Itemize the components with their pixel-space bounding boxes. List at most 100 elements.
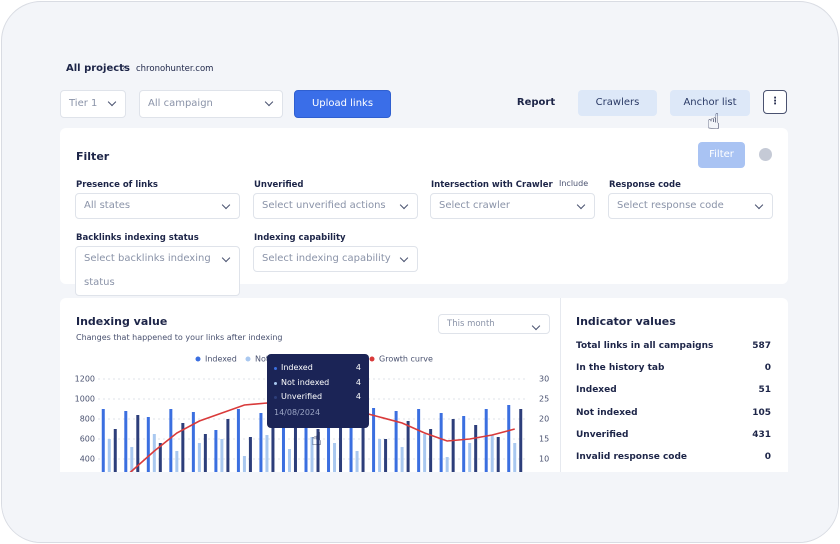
bar xyxy=(406,421,410,472)
bar xyxy=(287,449,291,472)
bar xyxy=(101,409,105,472)
indicator-value: 105 xyxy=(752,407,771,418)
include-toggle[interactable]: Include xyxy=(559,179,589,188)
chart-title: Indexing value xyxy=(76,315,168,328)
bar xyxy=(214,430,218,472)
tooltip-value: 4 xyxy=(355,363,361,372)
indicator-value: 431 xyxy=(752,429,771,440)
anchor-button[interactable]: Anchor list xyxy=(670,90,750,116)
report-button[interactable]: Report xyxy=(507,90,565,116)
filter-button[interactable]: Filter xyxy=(698,142,745,168)
y2-tick-label: 25 xyxy=(539,395,549,404)
y2-tick-label: 30 xyxy=(539,375,549,384)
field-label: Response code xyxy=(609,180,681,190)
y-tick-label: 1200 xyxy=(75,375,95,384)
more-button[interactable]: ⋮ xyxy=(763,90,787,114)
bar xyxy=(429,429,433,472)
y-tick-label: 600 xyxy=(80,435,95,444)
y-tick-label: 800 xyxy=(80,415,95,424)
bar xyxy=(124,411,128,472)
indicator-label: Unverified xyxy=(576,429,629,440)
bar xyxy=(445,457,449,472)
bar xyxy=(439,413,443,472)
tooltip-dot xyxy=(274,396,277,399)
bar xyxy=(372,408,376,472)
legend-dot xyxy=(195,356,201,362)
bar xyxy=(181,423,185,472)
bar xyxy=(384,439,388,472)
bar xyxy=(158,443,162,472)
period-select[interactable]: This month xyxy=(438,314,550,334)
divider xyxy=(560,298,561,538)
bar xyxy=(513,443,517,472)
field-label: Intersection with Crawler xyxy=(431,180,553,190)
upload-label: Upload links xyxy=(311,98,374,109)
field-select[interactable]: Select unverified actions xyxy=(253,193,418,219)
bar xyxy=(113,429,117,472)
bar xyxy=(304,411,308,472)
bar xyxy=(507,405,511,472)
crawlers-label: Crawlers xyxy=(595,97,640,108)
bar xyxy=(355,451,359,472)
bar xyxy=(152,434,156,472)
indicator-value: 0 xyxy=(764,363,771,374)
collapse-toggle[interactable] xyxy=(759,148,772,161)
breadcrumb-root[interactable]: All projects xyxy=(66,63,130,74)
legend-dot xyxy=(369,356,375,362)
field-select[interactable]: Select backlinks indexing status xyxy=(75,246,240,296)
bar xyxy=(259,413,263,472)
bar xyxy=(327,409,331,472)
bar xyxy=(107,439,111,472)
field-label: Unverified xyxy=(254,180,304,190)
bar xyxy=(484,409,488,472)
bar xyxy=(400,447,404,472)
indicator-value: 587 xyxy=(752,341,771,351)
campaign-select[interactable]: All campaign xyxy=(139,90,283,118)
field-select[interactable]: All states xyxy=(75,193,240,219)
bar xyxy=(394,411,398,472)
cursor-icon: ☝ xyxy=(707,110,721,135)
indicator-label: Total links in all campaigns xyxy=(576,341,714,351)
bar xyxy=(462,416,466,472)
bar xyxy=(146,417,150,472)
upload-button[interactable]: Upload links xyxy=(294,90,391,118)
bar xyxy=(242,456,246,472)
cursor-icon: ☝ xyxy=(311,429,322,450)
tooltip: Indexed 4 Not indexed 4 Unverified 4 14/08/202… xyxy=(267,354,369,428)
tooltip-name: Indexed xyxy=(281,363,313,372)
y2-tick-label: 15 xyxy=(539,435,549,444)
bar xyxy=(378,439,382,472)
filter-button-label: Filter xyxy=(709,149,734,160)
field-select[interactable]: Select indexing capability xyxy=(253,246,418,272)
plot xyxy=(98,378,526,472)
indicators-title: Indicator values xyxy=(576,315,676,328)
tooltip-dot xyxy=(274,367,277,370)
y-tick-label: 400 xyxy=(80,455,95,464)
bar xyxy=(220,439,224,472)
breadcrumb-sep: › xyxy=(122,62,126,73)
bar xyxy=(281,407,285,472)
indicator-label: In the history tab xyxy=(576,363,665,374)
tooltip-name: Not indexed xyxy=(281,377,330,387)
field-select[interactable]: Select response code xyxy=(608,193,773,219)
indicator-label: Invalid response code xyxy=(576,452,688,462)
bar xyxy=(496,437,500,472)
bar xyxy=(130,447,134,472)
bar xyxy=(490,435,494,472)
bar xyxy=(271,421,275,472)
legend-dot xyxy=(245,356,251,362)
chart-subtitle: Changes that happened to your links afte… xyxy=(76,333,283,342)
field-select[interactable]: Select crawler xyxy=(430,193,595,219)
bar xyxy=(339,423,343,472)
bar xyxy=(310,437,314,472)
crawlers-button[interactable]: Crawlers xyxy=(578,90,657,116)
tier-select[interactable]: Tier 1 xyxy=(60,90,126,118)
report-label: Report xyxy=(516,97,556,108)
tooltip-dot xyxy=(274,381,277,385)
y2-tick-label: 10 xyxy=(539,455,549,464)
bar xyxy=(236,409,240,472)
bar xyxy=(169,409,173,472)
bar xyxy=(175,451,179,472)
